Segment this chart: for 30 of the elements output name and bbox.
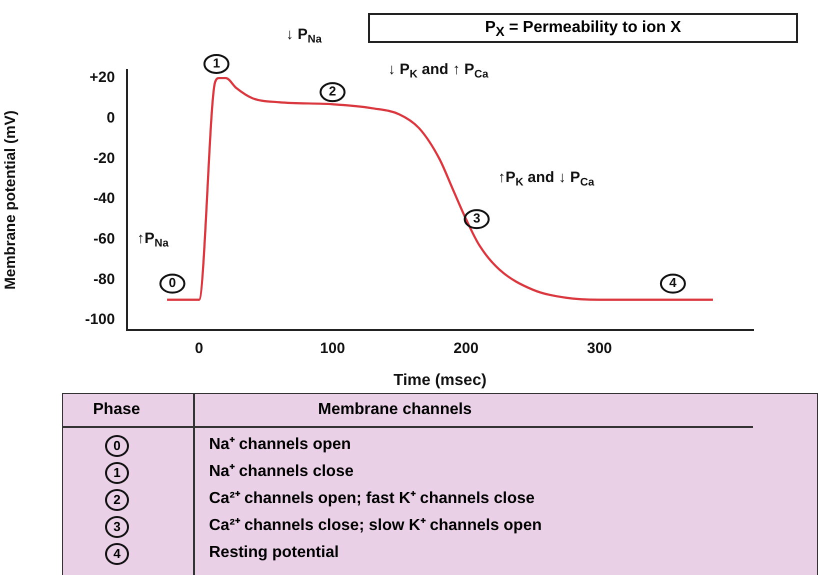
text: Ca²⁺ channels open; fast K⁺ channels close xyxy=(209,489,535,509)
y-tick-label: +20 xyxy=(90,69,115,86)
text: P$_{X}$ = Permeability to ion X xyxy=(368,13,798,43)
text: Phase xyxy=(93,400,140,420)
x-tick-label: 200 xyxy=(454,340,479,358)
y-tick-label: -40 xyxy=(93,190,115,208)
annotation: 4 xyxy=(669,275,678,290)
text: Membrane channels xyxy=(318,400,472,420)
y-tick-label: -100 xyxy=(84,311,115,328)
x-tick-label: 100 xyxy=(320,340,346,358)
annotation: 3 xyxy=(473,210,480,226)
y-tick-label: -20 xyxy=(93,150,115,167)
text: Resting potential xyxy=(209,543,339,563)
x-tick-label: 300 xyxy=(586,340,612,358)
annotation: 2 xyxy=(328,84,336,99)
x-tick-label: 0 xyxy=(194,340,204,358)
text: 1 xyxy=(105,462,129,484)
text: Ca²⁺ channels close; slow K⁺ channels open xyxy=(209,516,542,536)
y-tick-label: -60 xyxy=(93,230,115,248)
y-axis-title: Membrane potential (mV) xyxy=(2,110,20,290)
text: Na⁺ channels open xyxy=(209,435,351,455)
x-axis-title: Time (msec) xyxy=(393,372,487,389)
y-tick-label: 0 xyxy=(106,110,115,127)
text: 4 xyxy=(105,543,129,565)
y-tick-label: -80 xyxy=(93,270,115,288)
text: 2 xyxy=(105,489,129,511)
text: Na⁺ channels close xyxy=(209,462,354,482)
text: 3 xyxy=(105,516,129,538)
annotation: 1 xyxy=(212,56,220,71)
annotation: 0 xyxy=(168,275,176,290)
